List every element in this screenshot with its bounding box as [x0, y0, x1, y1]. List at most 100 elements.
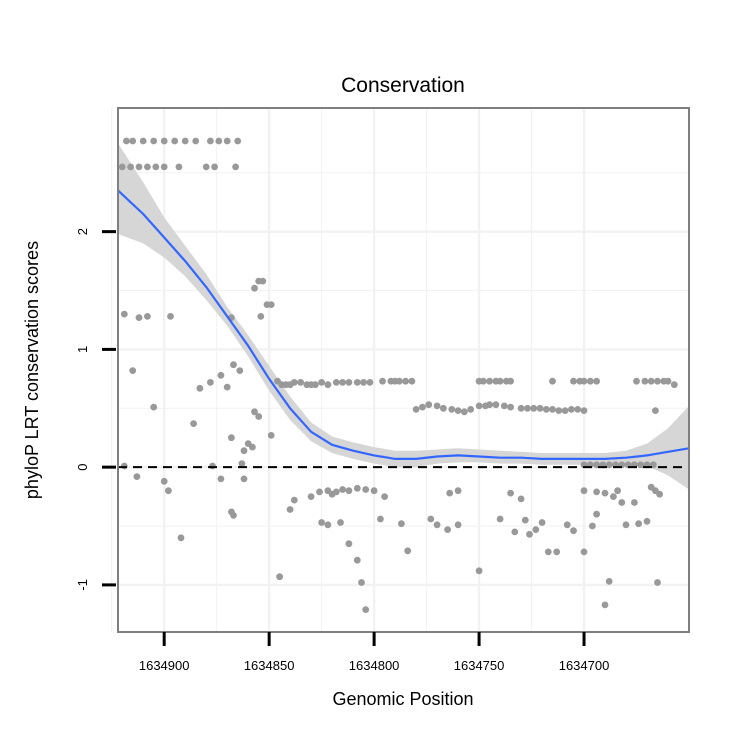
- data-point: [404, 547, 412, 555]
- y-tick-label: 1: [75, 346, 90, 353]
- data-point: [181, 137, 189, 145]
- data-point: [332, 379, 340, 386]
- data-point: [542, 406, 550, 413]
- confidence-band: [118, 143, 689, 490]
- data-point: [549, 377, 556, 385]
- data-point: [652, 407, 659, 414]
- data-point: [249, 443, 256, 451]
- data-point: [500, 402, 508, 410]
- data-point: [517, 404, 525, 412]
- data-point: [402, 377, 409, 385]
- data-point: [408, 377, 416, 385]
- data-point: [524, 404, 531, 412]
- confidence-band-layer: [118, 143, 689, 490]
- data-point: [568, 406, 575, 413]
- data-point: [144, 163, 151, 171]
- data-point: [580, 377, 588, 385]
- data-point: [353, 556, 361, 564]
- data-point: [496, 377, 504, 385]
- data-point: [586, 377, 594, 385]
- data-point: [538, 519, 546, 526]
- x-axis-title: Genomic Position: [332, 689, 473, 709]
- data-point: [444, 526, 451, 533]
- data-point: [580, 487, 588, 495]
- data-point: [593, 488, 600, 496]
- data-point: [150, 403, 158, 411]
- data-point: [230, 512, 237, 519]
- data-point: [345, 487, 353, 495]
- data-point: [339, 486, 346, 493]
- data-point: [324, 381, 332, 389]
- data-point: [177, 534, 185, 542]
- data-point: [209, 462, 216, 470]
- data-point: [223, 137, 231, 145]
- data-point: [196, 384, 204, 392]
- data-point: [240, 475, 248, 483]
- data-point: [433, 402, 441, 410]
- data-point: [486, 401, 493, 409]
- data-point: [643, 517, 651, 525]
- data-point: [601, 489, 609, 497]
- data-point: [276, 573, 283, 581]
- data-point: [563, 521, 571, 529]
- data-point: [202, 163, 210, 171]
- y-tick-label: 2: [75, 228, 90, 235]
- data-point: [362, 606, 370, 613]
- data-point: [425, 401, 433, 409]
- data-point: [217, 371, 225, 379]
- data-point: [316, 488, 323, 496]
- data-point: [171, 137, 179, 145]
- data-point: [433, 521, 441, 529]
- data-point: [475, 567, 483, 575]
- data-point: [259, 277, 267, 285]
- data-point: [517, 495, 525, 503]
- data-point: [215, 137, 223, 145]
- data-point: [440, 404, 447, 412]
- smooth-line-layer: [117, 189, 690, 460]
- data-point: [160, 137, 168, 145]
- data-point: [377, 515, 384, 523]
- data-point: [339, 379, 346, 386]
- data-point: [358, 579, 365, 586]
- data-point: [637, 461, 645, 469]
- data-point: [475, 402, 483, 410]
- data-point: [521, 516, 529, 524]
- data-point: [192, 137, 200, 145]
- data-point: [574, 406, 582, 413]
- data-point: [614, 487, 621, 495]
- data-point: [232, 163, 240, 171]
- data-point: [526, 530, 533, 538]
- data-point: [656, 490, 663, 498]
- data-point: [467, 406, 475, 413]
- y-axis-title: phyloP LRT conservation scores: [22, 241, 42, 499]
- data-point: [507, 377, 514, 385]
- data-point: [532, 526, 540, 533]
- data-point: [555, 407, 563, 414]
- data-point: [461, 408, 468, 416]
- data-point: [190, 420, 198, 427]
- data-point: [228, 434, 235, 442]
- data-point: [618, 499, 626, 506]
- data-point: [379, 377, 386, 385]
- data-point: [345, 540, 353, 548]
- data-point: [605, 578, 613, 585]
- data-points-layer: [118, 137, 678, 613]
- data-point: [234, 137, 242, 145]
- data-point: [135, 163, 143, 171]
- x-axis: 1634900 1634850 1634800 1634750 1634700: [139, 632, 609, 673]
- data-point: [381, 493, 388, 500]
- data-point: [223, 383, 231, 391]
- data-point: [647, 377, 655, 385]
- data-point: [641, 377, 649, 385]
- data-point: [580, 548, 588, 556]
- data-point: [492, 401, 500, 409]
- data-point: [144, 313, 151, 320]
- data-point: [580, 407, 588, 414]
- data-point: [366, 379, 374, 386]
- data-point: [605, 461, 613, 469]
- data-point: [570, 377, 577, 385]
- x-tick-label: 1634700: [559, 658, 610, 673]
- data-point: [139, 137, 147, 145]
- data-point: [454, 407, 462, 414]
- x-tick-label: 1634800: [349, 658, 400, 673]
